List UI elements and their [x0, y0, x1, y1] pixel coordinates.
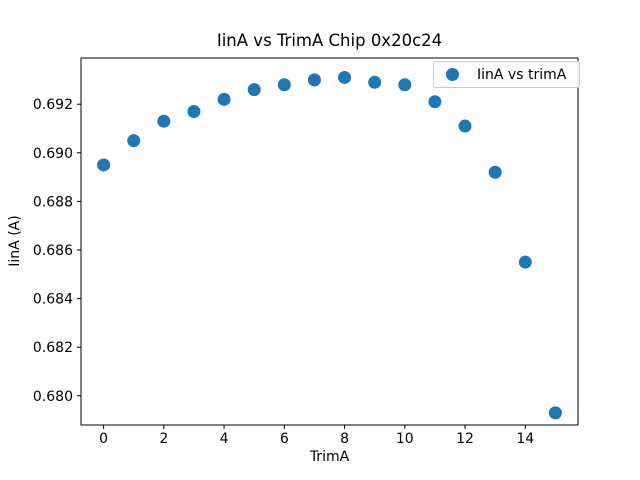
y-tick-label: 0.686: [33, 243, 73, 259]
data-point: [97, 158, 111, 172]
x-tick-label: 14: [516, 431, 534, 447]
data-point: [398, 78, 412, 92]
axes-frame: [80, 57, 579, 426]
data-point: [217, 92, 231, 106]
x-axis-label: TrimA: [309, 449, 350, 465]
data-point: [187, 104, 201, 118]
x-tick-label: 6: [280, 431, 289, 447]
y-axis-label: IinA (A): [7, 215, 23, 267]
x-tick-label: 10: [396, 431, 414, 447]
data-point: [458, 119, 472, 133]
data-point: [428, 95, 442, 109]
data-point: [488, 165, 502, 179]
legend-marker-icon: [446, 68, 459, 81]
x-tick-label: 8: [340, 431, 349, 447]
data-point: [157, 114, 171, 128]
x-tick-label: 4: [220, 431, 229, 447]
data-point: [127, 134, 141, 148]
data-point: [338, 70, 352, 84]
y-tick-label: 0.688: [33, 194, 73, 210]
data-point: [277, 78, 291, 92]
data-point: [247, 83, 261, 97]
y-tick-label: 0.692: [33, 97, 73, 113]
data-point: [307, 73, 321, 87]
legend-label: IinA vs trimA: [477, 66, 567, 83]
data-point: [548, 406, 562, 420]
y-tick-label: 0.690: [33, 146, 73, 162]
y-tick-label: 0.680: [33, 389, 73, 405]
legend: IinA vs trimA: [433, 61, 580, 88]
data-point: [518, 255, 532, 269]
y-tick-label: 0.682: [33, 340, 73, 356]
chart-title: IinA vs TrimA Chip 0x20c24: [216, 31, 443, 50]
x-tick-label: 0: [99, 431, 108, 447]
x-tick-label: 2: [159, 431, 168, 447]
x-tick-label: 12: [456, 431, 474, 447]
y-tick-label: 0.684: [33, 292, 73, 308]
data-point: [368, 75, 382, 89]
